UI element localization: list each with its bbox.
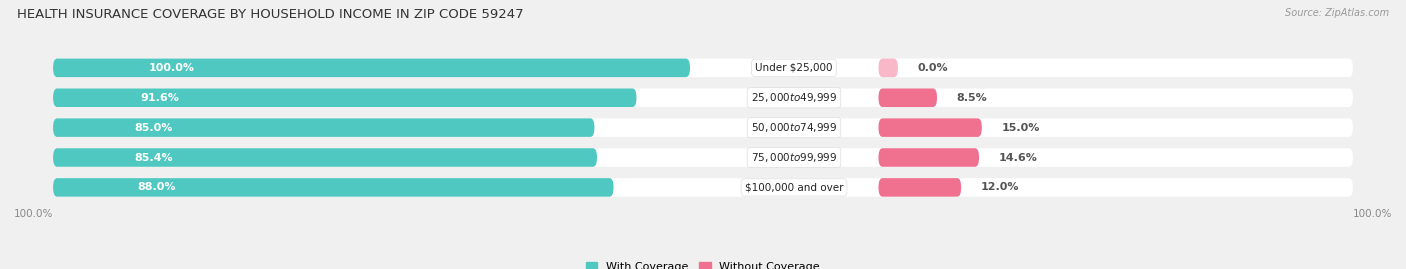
Text: Under $25,000: Under $25,000 xyxy=(755,63,832,73)
Text: 85.4%: 85.4% xyxy=(135,153,173,162)
Text: 8.5%: 8.5% xyxy=(956,93,987,103)
Text: 100.0%: 100.0% xyxy=(1353,209,1392,219)
Text: 100.0%: 100.0% xyxy=(149,63,194,73)
FancyBboxPatch shape xyxy=(879,89,936,107)
FancyBboxPatch shape xyxy=(879,59,898,77)
FancyBboxPatch shape xyxy=(879,148,979,167)
Text: 91.6%: 91.6% xyxy=(141,93,180,103)
FancyBboxPatch shape xyxy=(53,59,690,77)
FancyBboxPatch shape xyxy=(53,148,1353,167)
FancyBboxPatch shape xyxy=(53,59,1353,77)
Text: 88.0%: 88.0% xyxy=(138,182,176,192)
Text: 12.0%: 12.0% xyxy=(980,182,1019,192)
FancyBboxPatch shape xyxy=(53,178,1353,197)
FancyBboxPatch shape xyxy=(53,148,598,167)
FancyBboxPatch shape xyxy=(53,118,1353,137)
FancyBboxPatch shape xyxy=(53,89,1353,107)
Text: $25,000 to $49,999: $25,000 to $49,999 xyxy=(751,91,837,104)
Text: $100,000 and over: $100,000 and over xyxy=(745,182,844,192)
Legend: With Coverage, Without Coverage: With Coverage, Without Coverage xyxy=(586,262,820,269)
Text: 14.6%: 14.6% xyxy=(998,153,1038,162)
FancyBboxPatch shape xyxy=(53,118,595,137)
Text: $50,000 to $74,999: $50,000 to $74,999 xyxy=(751,121,837,134)
Text: 100.0%: 100.0% xyxy=(14,209,53,219)
Text: Source: ZipAtlas.com: Source: ZipAtlas.com xyxy=(1285,8,1389,18)
FancyBboxPatch shape xyxy=(53,89,637,107)
Text: $75,000 to $99,999: $75,000 to $99,999 xyxy=(751,151,837,164)
Text: 0.0%: 0.0% xyxy=(918,63,948,73)
Text: HEALTH INSURANCE COVERAGE BY HOUSEHOLD INCOME IN ZIP CODE 59247: HEALTH INSURANCE COVERAGE BY HOUSEHOLD I… xyxy=(17,8,523,21)
Text: 85.0%: 85.0% xyxy=(134,123,173,133)
FancyBboxPatch shape xyxy=(879,118,981,137)
Text: 15.0%: 15.0% xyxy=(1001,123,1039,133)
FancyBboxPatch shape xyxy=(879,178,962,197)
FancyBboxPatch shape xyxy=(53,178,613,197)
